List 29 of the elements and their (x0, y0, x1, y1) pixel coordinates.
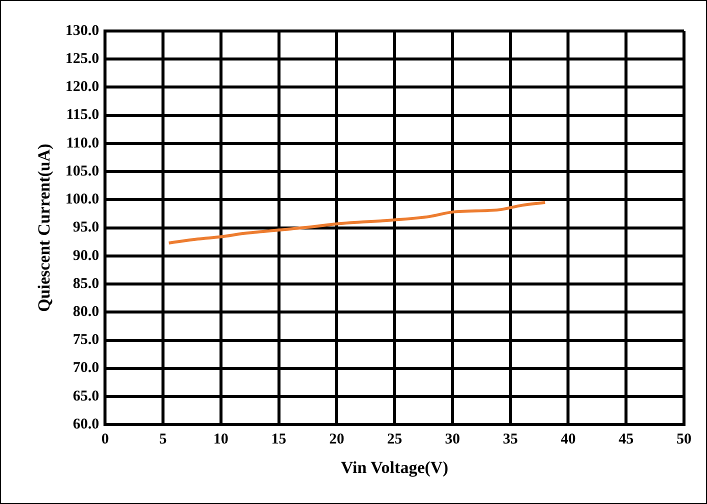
y-tick-label: 90.0 (72, 248, 100, 264)
x-tick-label: 5 (159, 431, 167, 448)
y-tick-label: 65.0 (72, 388, 100, 404)
x-axis-title: Vin Voltage(V) (340, 458, 448, 478)
x-tick-label: 25 (387, 431, 402, 448)
y-axis-title: Quiescent Current(uA) (34, 144, 54, 312)
x-tick-label: 35 (502, 431, 518, 448)
x-tick-label: 15 (271, 431, 286, 448)
x-tick-label: 40 (560, 431, 576, 448)
y-tick-label: 120.0 (65, 79, 100, 96)
y-tick-label: 125.0 (65, 50, 100, 67)
y-tick-label: 60.0 (72, 416, 100, 432)
y-tick-label: 110.0 (66, 135, 100, 152)
x-tick-label: 45 (618, 431, 634, 448)
x-tick-label: 50 (676, 431, 692, 448)
line-series (167, 200, 547, 244)
y-tick-label: 130.0 (65, 22, 100, 39)
x-tick-label: 0 (101, 431, 109, 448)
x-tick-label: 10 (213, 431, 228, 448)
y-tick-label: 105.0 (65, 163, 100, 180)
y-tick-label: 80.0 (72, 304, 100, 320)
x-tick-label: 30 (444, 431, 460, 448)
x-tick-label: 20 (329, 431, 344, 448)
y-tick-label: 95.0 (72, 220, 100, 236)
y-tick-label: 75.0 (72, 332, 100, 348)
y-tick-label: 115.0 (66, 107, 100, 124)
y-tick-label: 100.0 (65, 192, 100, 208)
y-tick-label: 85.0 (72, 276, 100, 292)
y-tick-label: 70.0 (72, 360, 100, 376)
